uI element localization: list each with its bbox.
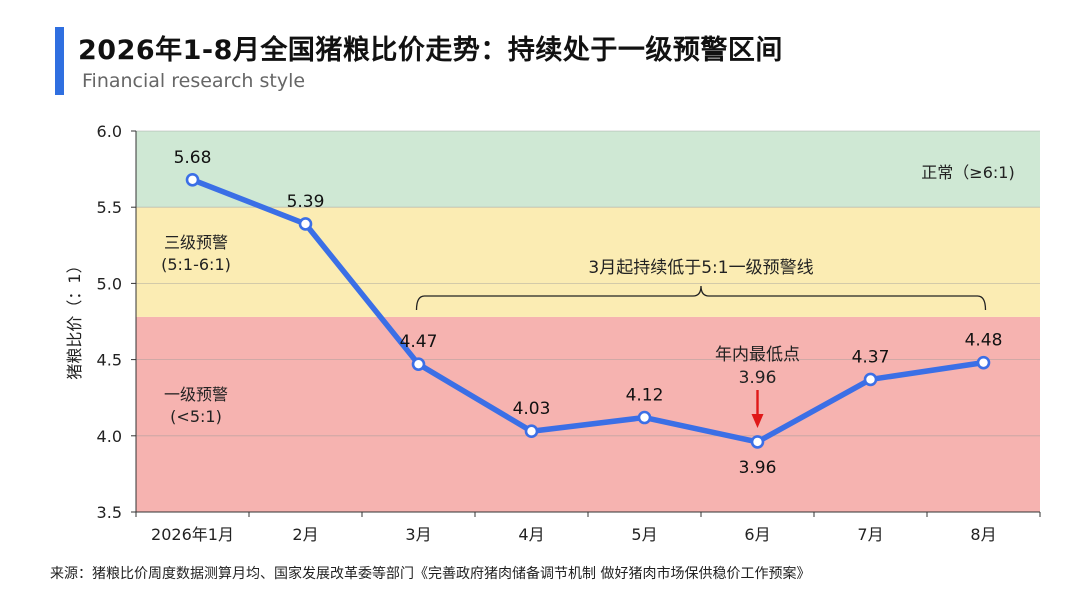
zone-label-level1: 一级预警	[164, 385, 228, 404]
data-point	[524, 424, 539, 439]
zone-label-normal: 正常（≥6:1)	[921, 163, 1014, 182]
series-line	[189, 177, 987, 445]
y-tick-label: 5.0	[97, 274, 122, 293]
zone-label-level3: 三级预警	[164, 233, 228, 252]
y-axis-label: 猪粮比价（：1）	[65, 257, 84, 379]
data-label: 4.48	[965, 331, 1003, 351]
zone-label-level3-range: (5:1-6:1)	[161, 255, 231, 274]
data-point	[863, 372, 878, 387]
data-label: 4.37	[852, 347, 890, 367]
warning-zones	[136, 131, 1040, 512]
x-tick-label: 2月	[292, 525, 318, 544]
bracket-label: 3月起持续低于5:1一级预警线	[588, 258, 813, 278]
data-point	[411, 357, 426, 371]
data-label: 5.39	[287, 192, 325, 212]
zone-band-1	[136, 207, 1040, 317]
data-point	[298, 217, 313, 231]
data-label: 4.03	[513, 399, 551, 419]
data-point	[750, 435, 765, 449]
y-tick-label: 4.5	[97, 351, 122, 370]
x-tick-label: 5月	[631, 525, 657, 544]
data-point	[976, 355, 991, 370]
zone-band-2	[136, 131, 1040, 208]
axes: 3.5 4.0 4.5 5.0 5.5 6.0 2026年1月 2月 3月 4月 5月 6月 7月 8月 猪…	[65, 122, 1041, 544]
y-tick-label: 6.0	[97, 122, 122, 141]
title-accent-bar	[55, 27, 64, 95]
zone-labels: 一级预警 (<5:1) 三级预警 (5:1-6:1) 正常（≥6:1)	[161, 163, 1015, 426]
data-label: 4.12	[626, 386, 664, 406]
data-label: 5.68	[174, 148, 212, 168]
data-point	[185, 172, 200, 187]
x-tick-label: 3月	[405, 525, 431, 544]
x-tick-label: 6月	[744, 525, 770, 544]
source-note: 来源：猪粮比价周度数据测算月均、国家发展改革委等部门《完善政府猪肉储备调节机制 …	[50, 566, 811, 582]
data-label: 3.96	[739, 458, 777, 478]
x-tick-label: 8月	[970, 525, 996, 544]
zone-band-0	[136, 316, 1040, 512]
page-title: 2026年1-8月全国猪粮比价走势：持续处于一级预警区间	[78, 35, 783, 66]
y-tick-label: 5.5	[97, 198, 122, 217]
x-tick-label: 7月	[857, 525, 883, 544]
series-polyline	[189, 177, 987, 445]
data-points: 5.68 5.39 4.47 4.03 4.12 3.96 4.37 4.48	[174, 148, 1003, 478]
data-label: 4.47	[400, 332, 438, 352]
data-point	[637, 410, 652, 425]
page-subtitle: Financial research style	[82, 70, 306, 92]
low-point-label: 年内最低点	[715, 345, 800, 365]
low-point-value: 3.96	[739, 368, 777, 388]
x-tick-label: 4月	[518, 525, 544, 544]
y-tick-label: 4.0	[97, 427, 122, 446]
low-point-arrow-head	[751, 414, 764, 428]
x-tick-label: 2026年1月	[151, 525, 234, 544]
y-tick-label: 3.5	[97, 503, 122, 522]
zone-label-level1-range: (<5:1)	[170, 407, 222, 426]
bracket	[415, 285, 987, 311]
